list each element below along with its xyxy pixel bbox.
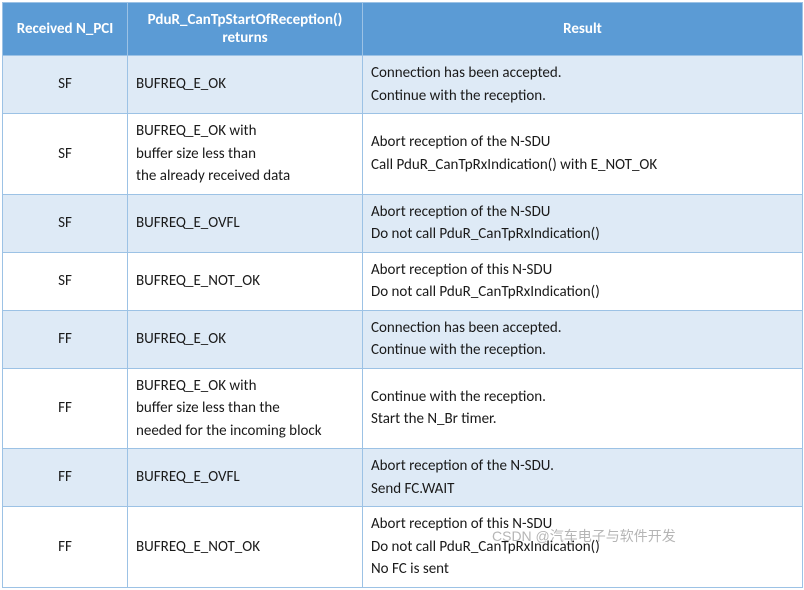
header-row: Received N_PCI PduR_CanTpStartOfReceptio… xyxy=(3,3,803,56)
table-row: SF BUFREQ_E_OVFL Abort reception of the … xyxy=(3,194,803,252)
table-row: SF BUFREQ_E_NOT_OK Abort reception of th… xyxy=(3,252,803,310)
cell-returns: BUFREQ_E_OK xyxy=(128,56,363,114)
cell-returns: BUFREQ_E_OK xyxy=(128,310,363,368)
cell-returns: BUFREQ_E_OK withbuffer size less than th… xyxy=(128,368,363,449)
cell-returns: BUFREQ_E_OVFL xyxy=(128,194,363,252)
header-result: Result xyxy=(363,3,803,56)
header-returns: PduR_CanTpStartOfReception() returns xyxy=(128,3,363,56)
cell-npci: FF xyxy=(3,507,128,588)
cell-returns: BUFREQ_E_NOT_OK xyxy=(128,252,363,310)
cell-result: Abort reception of the N-SDU.Send FC.WAI… xyxy=(363,449,803,507)
cell-result: Connection has been accepted.Continue wi… xyxy=(363,56,803,114)
reception-table: Received N_PCI PduR_CanTpStartOfReceptio… xyxy=(2,2,803,588)
table-row: FF BUFREQ_E_NOT_OK Abort reception of th… xyxy=(3,507,803,588)
cell-npci: SF xyxy=(3,194,128,252)
table-row: FF BUFREQ_E_OVFL Abort reception of the … xyxy=(3,449,803,507)
cell-result: Continue with the reception.Start the N_… xyxy=(363,368,803,449)
cell-result: Connection has been accepted.Continue wi… xyxy=(363,310,803,368)
cell-npci: SF xyxy=(3,114,128,195)
cell-returns: BUFREQ_E_OK withbuffer size less thanthe… xyxy=(128,114,363,195)
table-body: SF BUFREQ_E_OK Connection has been accep… xyxy=(3,56,803,588)
cell-npci: FF xyxy=(3,449,128,507)
header-npci: Received N_PCI xyxy=(3,3,128,56)
table-row: SF BUFREQ_E_OK Connection has been accep… xyxy=(3,56,803,114)
cell-result: Abort reception of this N-SDUDo not call… xyxy=(363,507,803,588)
cell-result: Abort reception of the N-SDUDo not call … xyxy=(363,194,803,252)
cell-npci: FF xyxy=(3,310,128,368)
table-row: FF BUFREQ_E_OK Connection has been accep… xyxy=(3,310,803,368)
cell-returns: BUFREQ_E_OVFL xyxy=(128,449,363,507)
table-row: FF BUFREQ_E_OK withbuffer size less than… xyxy=(3,368,803,449)
cell-result: Abort reception of the N-SDUCall PduR_Ca… xyxy=(363,114,803,195)
table-container: Received N_PCI PduR_CanTpStartOfReceptio… xyxy=(2,2,802,588)
cell-npci: FF xyxy=(3,368,128,449)
cell-npci: SF xyxy=(3,56,128,114)
table-row: SF BUFREQ_E_OK withbuffer size less than… xyxy=(3,114,803,195)
cell-result: Abort reception of this N-SDUDo not call… xyxy=(363,252,803,310)
cell-npci: SF xyxy=(3,252,128,310)
cell-returns: BUFREQ_E_NOT_OK xyxy=(128,507,363,588)
